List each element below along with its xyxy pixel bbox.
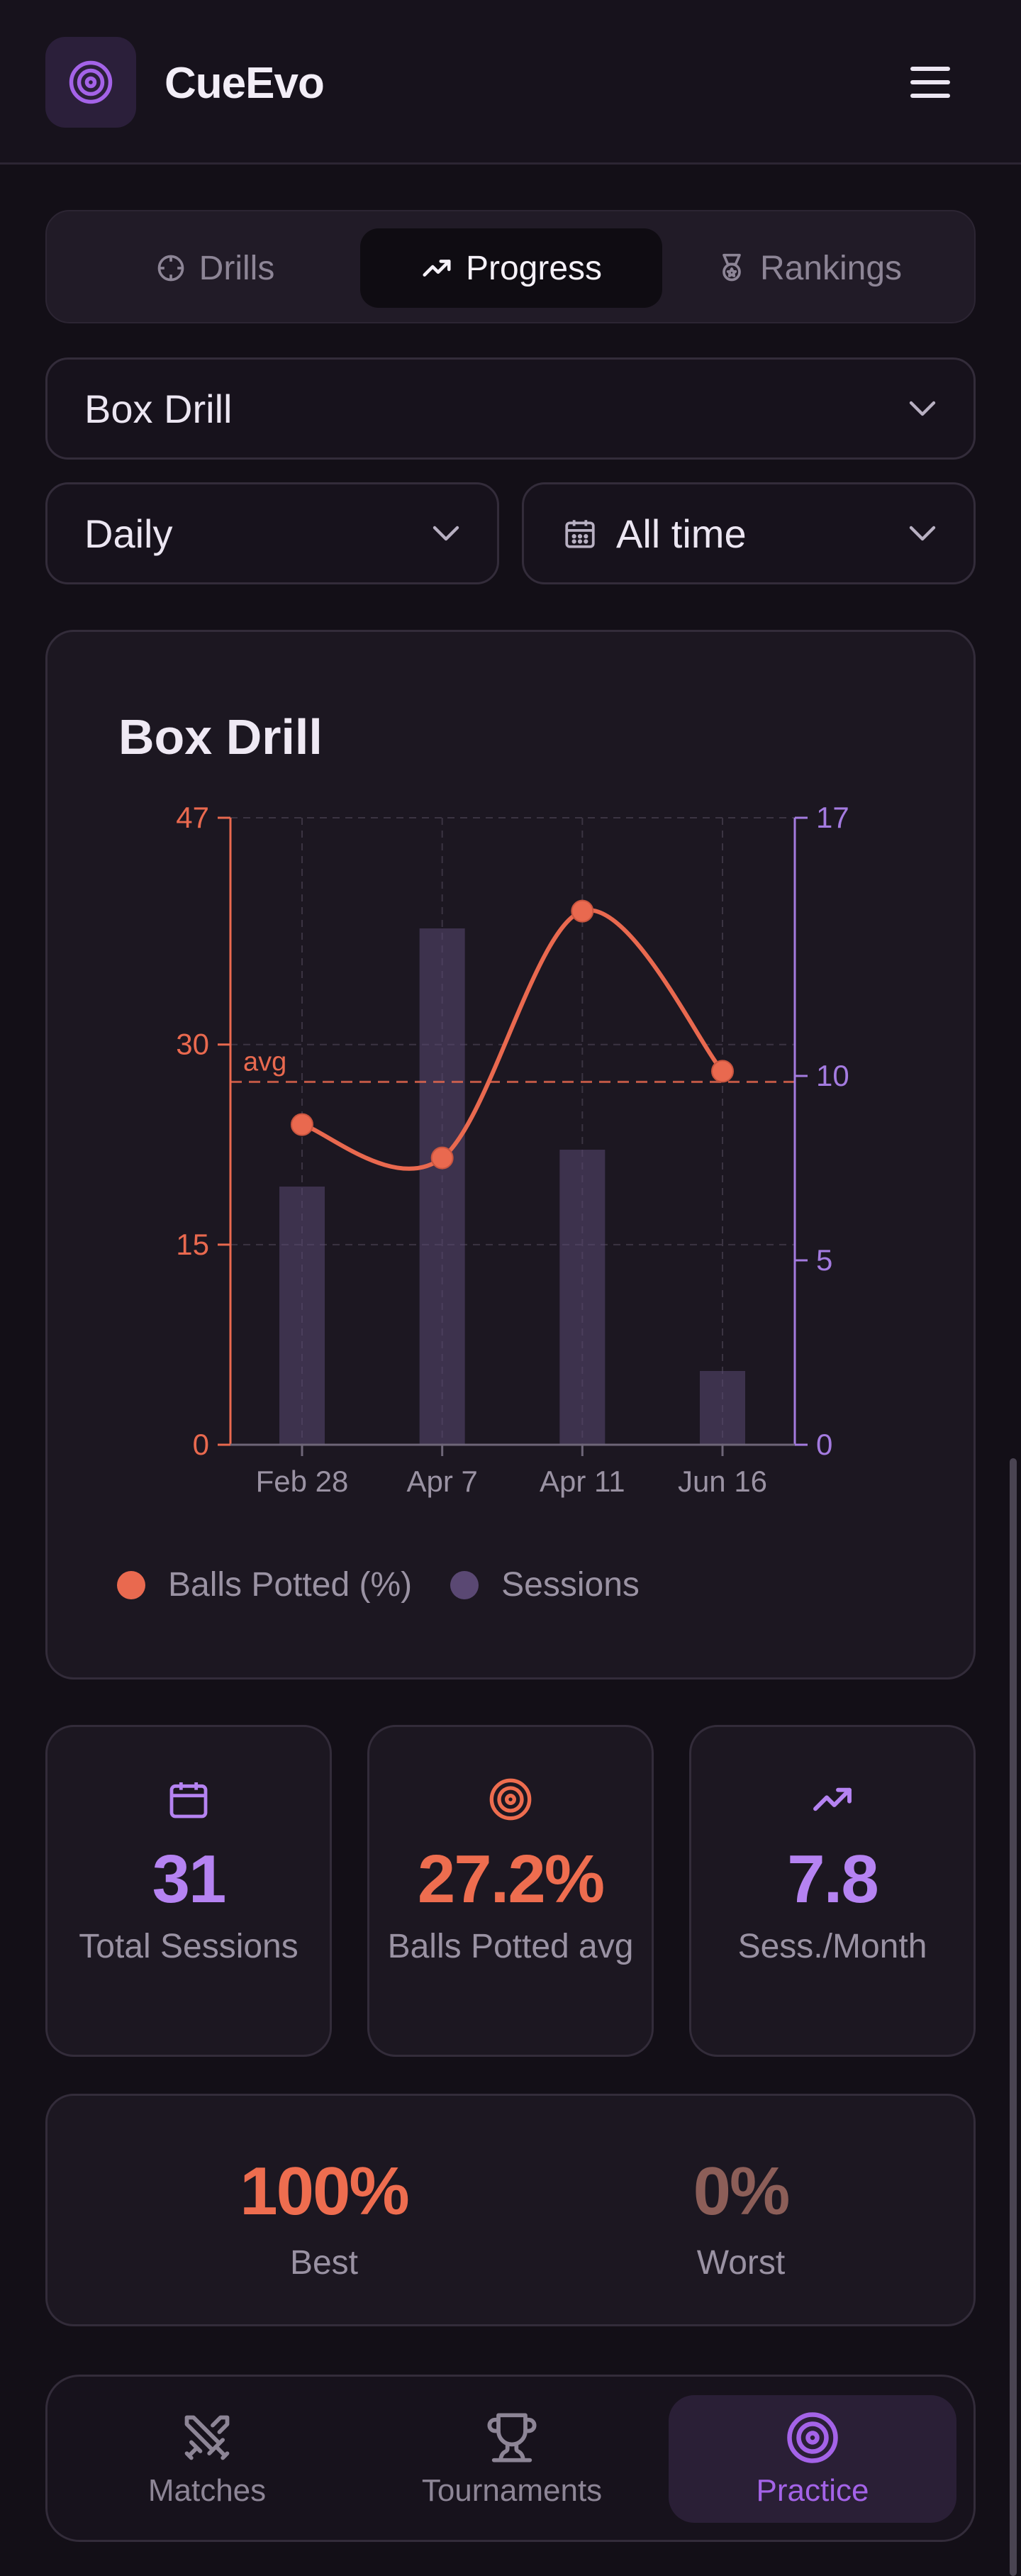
x-tick-label: Jun 16 (678, 1465, 767, 1498)
sessions-bar (700, 1371, 745, 1445)
x-tick-label: Apr 7 (406, 1465, 477, 1498)
legend-item-balls-potted[interactable]: Balls Potted (%) (117, 1565, 412, 1604)
chevron-down-icon (908, 525, 937, 542)
nav-item-matches[interactable]: Matches (63, 2395, 351, 2523)
balls-potted-point (571, 899, 594, 923)
stat-label: Total Sessions (79, 1928, 299, 1965)
legend-dot (117, 1570, 145, 1599)
avg-label: avg (243, 1047, 286, 1077)
sessions-bar (559, 1150, 606, 1445)
stat-value: 7.8 (787, 1841, 878, 1917)
tab-rankings[interactable]: Rankings (658, 228, 960, 308)
legend-dot (450, 1570, 479, 1599)
date-range-value: All time (616, 511, 747, 556)
y-right-tick-label: 10 (816, 1059, 849, 1092)
stat-card-total-sessions: 31 Total Sessions (45, 1725, 332, 2057)
balls-potted-point (430, 1146, 454, 1170)
nav-item-tournaments[interactable]: Tournaments (368, 2395, 656, 2523)
stat-label: Sess./Month (737, 1928, 927, 1965)
y-left-tick-label: 0 (193, 1428, 209, 1461)
y-right-tick-label: 17 (816, 801, 849, 834)
calendar-icon (48, 1777, 330, 1822)
chevron-down-icon (908, 400, 937, 417)
tab-label: Rankings (759, 249, 903, 287)
stat-card-balls-potted-avg: 27.2% Balls Potted avg (367, 1725, 654, 2057)
stat-value: 27.2% (417, 1841, 605, 1917)
period-select-value: Daily (84, 511, 173, 556)
y-left-tick-label: 47 (176, 801, 209, 834)
section-tabs: Drills Progress Rankings (45, 210, 976, 323)
tab-progress[interactable]: Progress (360, 228, 662, 308)
legend-label: Balls Potted (%) (168, 1566, 413, 1604)
best-worst-card: 100% Best 0% Worst (45, 2094, 976, 2326)
x-tick-label: Apr 11 (540, 1465, 625, 1498)
target-icon (785, 2409, 840, 2466)
stat-card-sessions-per-month: 7.8 Sess./Month (689, 1725, 976, 2057)
y-right-tick-label: 5 (816, 1243, 832, 1277)
bottom-nav: Matches Tournaments Practice (45, 2375, 976, 2542)
sessions-bar (419, 928, 465, 1445)
drill-select[interactable]: Box Drill (45, 357, 976, 460)
trending-up-icon (423, 260, 451, 277)
tab-label: Drills (199, 249, 275, 287)
best-value: 100% (240, 2153, 410, 2229)
crosshair-icon (157, 255, 184, 282)
app-header: CueEvo (0, 0, 1021, 165)
legend-item-sessions[interactable]: Sessions (450, 1565, 640, 1604)
nav-label: Practice (756, 2473, 869, 2508)
sessions-bar (279, 1187, 325, 1445)
y-left-tick-label: 15 (176, 1228, 209, 1261)
menu-button[interactable] (905, 60, 956, 105)
logo[interactable] (45, 37, 136, 128)
chart-title: Box Drill (118, 709, 323, 765)
app-title: CueEvo (164, 59, 325, 108)
chevron-down-icon (432, 525, 460, 542)
tab-drills[interactable]: Drills (64, 228, 366, 308)
page-scrollbar[interactable] (1010, 1458, 1017, 2576)
crossed-swords-icon (180, 2409, 234, 2466)
balls-potted-point (711, 1060, 734, 1083)
best-label: Best (289, 2244, 359, 2282)
y-right-tick-label: 0 (816, 1428, 832, 1461)
balls-potted-line (301, 908, 725, 1171)
stat-label: Balls Potted avg (387, 1928, 634, 1965)
balls-potted-point (291, 1113, 313, 1136)
nav-item-practice[interactable]: Practice (669, 2395, 956, 2523)
drill-select-value: Box Drill (84, 386, 233, 431)
x-tick-label: Feb 28 (256, 1465, 349, 1498)
target-icon (369, 1777, 652, 1822)
worst-label: Worst (696, 2244, 786, 2282)
target-icon (69, 60, 113, 104)
legend-label: Sessions (501, 1566, 640, 1604)
stat-value: 31 (152, 1841, 227, 1917)
nav-label: Tournaments (421, 2473, 603, 2508)
trending-up-icon (691, 1777, 973, 1822)
hamburger-icon (910, 67, 950, 98)
medal-icon (722, 253, 741, 282)
worst-score: 0% Worst (564, 2153, 918, 2282)
period-select[interactable]: Daily (45, 482, 499, 584)
trophy-icon (485, 2409, 539, 2466)
progress-chart-card: Box Drill avg 0 15 30 47 0 5 10 17 Feb 28 Apr 7 Apr… (45, 630, 976, 1680)
worst-value: 0% (693, 2153, 791, 2229)
progress-chart: avg 0 15 30 47 0 5 10 17 Feb 28 Apr 7 Apr 11 Jun 16 (176, 801, 849, 1498)
calendar-icon (562, 516, 598, 551)
date-range-select[interactable]: All time (522, 482, 976, 584)
y-left-tick-label: 30 (176, 1028, 209, 1061)
tab-label: Progress (465, 249, 603, 287)
chart-legend: Balls Potted (%) Sessions (117, 1565, 678, 1604)
best-score: 100% Best (147, 2153, 501, 2282)
nav-label: Matches (147, 2473, 267, 2508)
